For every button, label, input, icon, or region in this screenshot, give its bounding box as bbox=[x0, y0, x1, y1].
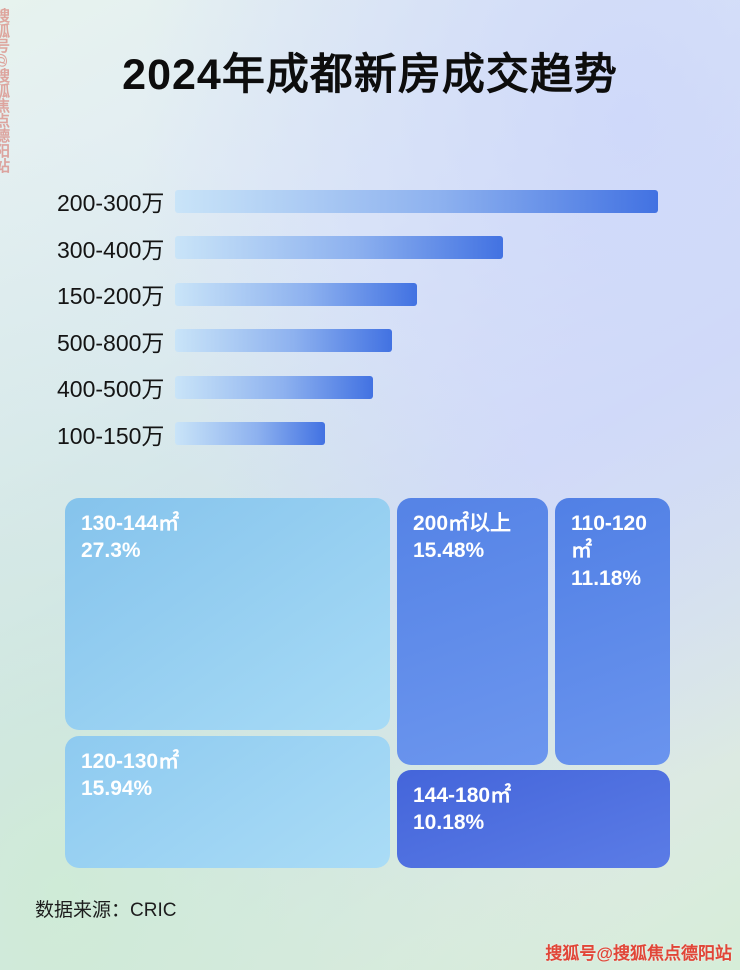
treemap-label: 130-144㎡ bbox=[81, 512, 180, 535]
bar-row: 400-500万 bbox=[57, 364, 667, 411]
bar-row: 500-800万 bbox=[57, 318, 667, 365]
bar-label: 150-200万 bbox=[57, 283, 165, 310]
treemap-value: 15.94% bbox=[81, 777, 153, 801]
bar-track bbox=[175, 422, 658, 446]
treemap-block-130-144: 130-144㎡ 27.3% bbox=[65, 498, 390, 730]
bar-row: 100-150万 bbox=[57, 411, 667, 458]
bar-track bbox=[175, 375, 658, 399]
bar-label: 300-400万 bbox=[57, 236, 165, 263]
bar-fill bbox=[175, 422, 325, 446]
watermark-bottom-right: 搜狐号@搜狐焦点德阳站 bbox=[545, 944, 732, 963]
treemap-label: 200㎡以上 bbox=[413, 512, 512, 535]
bar-row: 200-300万 bbox=[57, 178, 667, 225]
bar-fill bbox=[175, 375, 374, 399]
bar-fill bbox=[175, 189, 658, 213]
treemap-value: 15.48% bbox=[413, 539, 485, 563]
treemap-value: 10.18% bbox=[413, 811, 485, 835]
bar-fill bbox=[175, 329, 393, 353]
treemap-block-200-plus: 200㎡以上 15.48% bbox=[397, 498, 548, 765]
treemap-label: 120-130㎡ bbox=[81, 750, 180, 773]
bar-label: 400-500万 bbox=[57, 376, 165, 403]
page-title: 2024年成都新房成交趋势 bbox=[122, 51, 618, 99]
bar-label: 200-300万 bbox=[57, 190, 165, 217]
bar-track bbox=[175, 329, 658, 353]
treemap: 130-144㎡ 27.3% 200㎡以上 15.48% 110-120㎡ 11… bbox=[65, 498, 670, 868]
bar-track bbox=[175, 189, 658, 213]
bar-row: 300-400万 bbox=[57, 225, 667, 272]
bar-label: 500-800万 bbox=[57, 329, 165, 356]
watermark-left-edge: 搜狐号@搜狐焦点德阳站 bbox=[0, 8, 10, 173]
bar-fill bbox=[175, 236, 504, 260]
treemap-block-110-120: 110-120㎡ 11.18% bbox=[555, 498, 670, 765]
bar-chart: 200-300万 300-400万 150-200万 500-800万 bbox=[57, 178, 667, 457]
treemap-value: 27.3% bbox=[81, 539, 141, 563]
bar-label: 100-150万 bbox=[57, 422, 165, 449]
treemap-value: 11.18% bbox=[571, 566, 642, 590]
bar-row: 150-200万 bbox=[57, 271, 667, 318]
treemap-label: 110-120㎡ bbox=[571, 512, 647, 563]
bar-track bbox=[175, 236, 658, 260]
bar-fill bbox=[175, 282, 417, 306]
treemap-block-120-130: 120-130㎡ 15.94% bbox=[65, 736, 390, 868]
data-source-text: 数据来源：CRIC bbox=[35, 900, 177, 921]
bar-track bbox=[175, 282, 658, 306]
treemap-label: 144-180㎡ bbox=[413, 784, 512, 807]
treemap-block-144-180: 144-180㎡ 10.18% bbox=[397, 770, 670, 868]
